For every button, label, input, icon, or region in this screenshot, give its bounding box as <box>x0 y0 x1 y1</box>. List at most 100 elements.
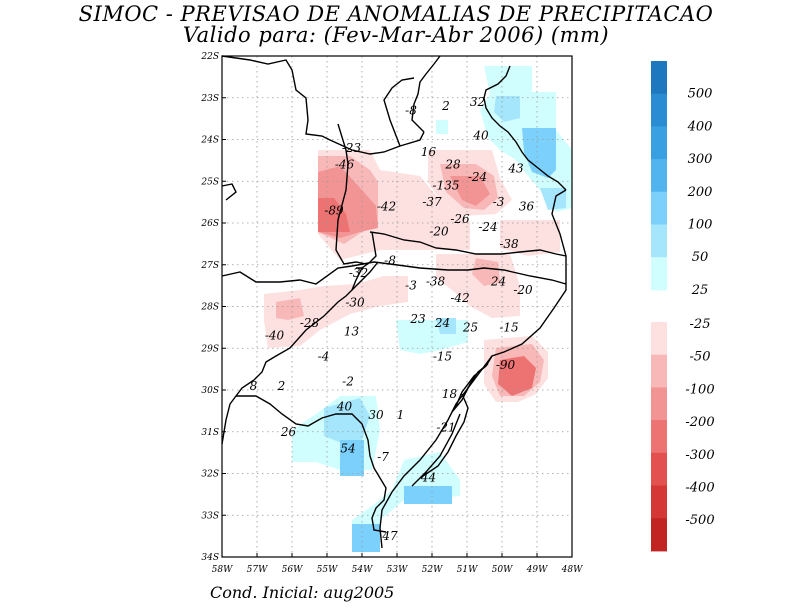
legend-label: 400 <box>687 119 713 134</box>
negative-anomaly-area <box>498 356 536 396</box>
lon-tick-label: 52W <box>422 565 443 575</box>
initial-condition-note: Cond. Inicial: aug2005 <box>210 583 395 602</box>
anomaly-value-label: -46 <box>335 158 355 172</box>
anomaly-value-label: 26 <box>280 425 297 439</box>
legend-swatch-negative <box>651 518 667 552</box>
state-boundary-line <box>383 77 415 147</box>
anomaly-value-label: -7 <box>377 450 389 464</box>
anomaly-value-label: -24 <box>468 170 487 184</box>
river-line <box>351 261 379 291</box>
country-border <box>221 267 363 445</box>
legend-swatch-positive <box>651 224 667 258</box>
anomaly-value-label: 40 <box>472 128 489 142</box>
lat-tick-label: 23S <box>200 94 219 104</box>
latitude-axis: 22S 23S 24S 25S 26S 27S 28S 29S 30S 31S 32S 33S 34S <box>200 52 226 563</box>
anomaly-value-label: 1 <box>397 408 405 422</box>
legend-swatch-positive <box>651 126 667 160</box>
lon-tick-label: 48W <box>561 565 583 575</box>
anomaly-value-label: -42 <box>450 291 469 305</box>
anomaly-value-label: 30 <box>368 408 384 422</box>
country-border <box>236 395 387 533</box>
state-boundary-line <box>411 55 441 133</box>
legend-swatch-negative <box>651 354 667 388</box>
anomaly-value-label: -32 <box>349 266 368 280</box>
legend-label: -25 <box>690 317 711 332</box>
lat-tick-label: 34S <box>201 553 219 563</box>
positive-anomaly-area <box>324 398 370 444</box>
anomaly-value-label: -4 <box>318 350 330 364</box>
legend-swatch-positive <box>651 191 667 225</box>
negative-anomaly-area <box>318 198 350 232</box>
anomaly-value-label: -8 <box>384 254 396 268</box>
anomaly-value-label: -38 <box>426 274 446 288</box>
lat-tick-label: 29S <box>200 344 219 354</box>
anomaly-value-label: 24 <box>490 274 506 288</box>
negative-anomaly-area <box>450 176 490 206</box>
anomaly-value-label: -23 <box>342 141 362 155</box>
positive-anomaly-area <box>404 486 452 504</box>
coastline <box>483 65 567 191</box>
legend-swatch-positive <box>651 93 667 127</box>
lat-tick-label: 32S <box>201 470 219 480</box>
anomaly-value-label: -90 <box>496 358 516 372</box>
anomaly-value-label: -24 <box>478 220 497 234</box>
negative-anomaly-area <box>276 298 304 320</box>
anomaly-value-label: -20 <box>429 224 449 238</box>
anomaly-value-label: -40 <box>265 329 285 343</box>
lat-tick-label: 31S <box>201 428 219 438</box>
lagoon-outline <box>451 355 493 413</box>
positive-anomaly-area <box>340 440 364 476</box>
anomaly-value-label: -2 <box>342 375 354 389</box>
lon-tick-label: 55W <box>317 565 338 575</box>
positive-anomaly-area <box>494 96 520 122</box>
lat-tick-label: 24S <box>200 136 219 146</box>
legend-label: -50 <box>690 350 711 365</box>
state-boundary-line <box>369 231 567 257</box>
map-subtitle: Valido para: (Fev-Mar-Abr 2006) (mm) <box>182 23 610 47</box>
lon-tick-label: 49W <box>526 565 548 575</box>
negative-anomaly-area <box>500 220 560 256</box>
legend-label: 500 <box>688 87 713 102</box>
anomaly-value-label: -15 <box>499 320 518 334</box>
legend-label: 25 <box>691 283 709 298</box>
legend-label: -100 <box>685 382 714 397</box>
legend-swatch-negative <box>651 485 667 519</box>
lon-tick-label: 53W <box>387 565 408 575</box>
legend-swatch-negative <box>651 452 667 486</box>
anomaly-value-label: 32 <box>470 95 485 109</box>
positive-anomaly-area <box>436 318 456 334</box>
anomaly-value-label: -15 <box>433 350 452 364</box>
lat-tick-label: 28S <box>200 303 219 313</box>
legend-label: -200 <box>685 415 714 430</box>
coastline <box>379 189 567 549</box>
anomaly-value-label: -26 <box>450 212 470 226</box>
anomaly-value-label: 25 <box>462 320 478 334</box>
anomaly-value-label: 8 <box>250 379 258 393</box>
map-boundaries <box>221 55 567 549</box>
anomaly-value-label: 2 <box>441 99 450 113</box>
anomaly-value-label: 36 <box>519 199 535 213</box>
positive-anomaly-area <box>436 120 448 134</box>
legend-label: 200 <box>687 185 713 200</box>
legend-label: 100 <box>688 218 713 233</box>
legend-label: -500 <box>685 513 714 528</box>
anomaly-value-label: -89 <box>324 203 344 217</box>
lon-tick-label: 56W <box>282 565 303 575</box>
legend-label: 50 <box>692 250 709 265</box>
lagoon-outline <box>411 393 469 487</box>
lon-tick-label: 51W <box>457 565 478 575</box>
legend-swatch-negative <box>651 387 667 421</box>
positive-anomaly-area <box>352 524 380 552</box>
legend-swatch-positive <box>651 159 667 193</box>
legend-swatch-negative <box>651 322 667 356</box>
lon-tick-label: 57W <box>247 565 268 575</box>
color-legend: 500 400 300 200 100 50 25 -25 -50 -100 -200 -300 -40… <box>651 61 715 552</box>
anomaly-value-label: 16 <box>421 145 437 159</box>
anomaly-value-label: -135 <box>433 178 460 192</box>
map-title: SIMOC - PREVISAO DE ANOMALIAS DE PRECIPI… <box>78 2 714 26</box>
state-boundary-line <box>221 261 567 285</box>
lat-tick-label: 25S <box>200 177 219 187</box>
